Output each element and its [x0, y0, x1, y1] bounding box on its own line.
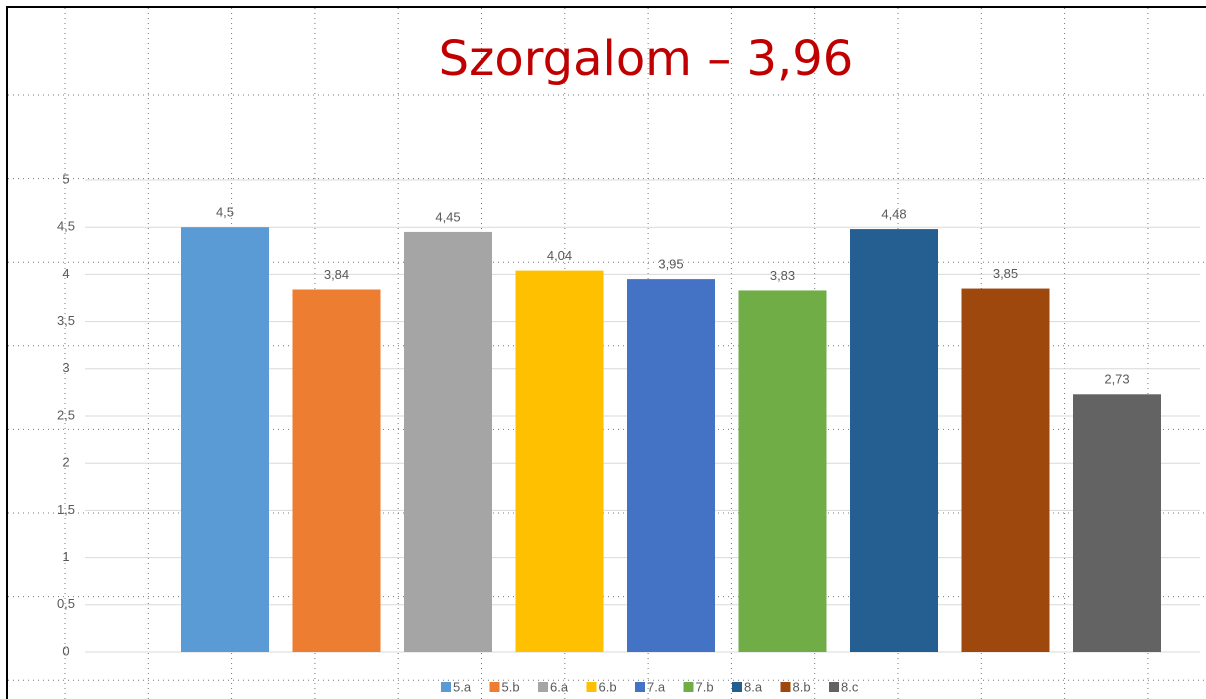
- legend-swatch: [780, 682, 791, 692]
- y-tick-label: 5: [62, 171, 69, 186]
- legend-swatch: [829, 682, 839, 692]
- y-tick-label: 0: [62, 643, 69, 658]
- legend-swatch: [441, 682, 451, 692]
- bar: [738, 290, 827, 652]
- data-label: 3,83: [770, 268, 795, 283]
- data-label: 4,45: [435, 209, 460, 224]
- y-tick-label: 3: [62, 360, 69, 375]
- legend-label: 6.b: [599, 679, 617, 694]
- legend-label: 5.b: [502, 679, 520, 694]
- bar: [181, 227, 269, 652]
- bar: [515, 270, 604, 652]
- legend-swatch: [732, 682, 742, 692]
- legend-label: 7.a: [647, 679, 666, 694]
- data-label: 3,95: [658, 257, 683, 272]
- legend-label: 8.a: [744, 679, 763, 694]
- data-label: 2,73: [1104, 372, 1129, 387]
- y-tick-label: 1: [62, 549, 69, 564]
- y-tick-label: 2,5: [57, 407, 75, 422]
- bar: [292, 289, 381, 652]
- legend-swatch: [635, 682, 645, 692]
- y-tick-label: 2: [62, 455, 69, 470]
- legend-label: 6.a: [550, 679, 569, 694]
- y-tick-label: 3,5: [57, 313, 75, 328]
- chart-title: Szorgalom – 3,96: [439, 31, 854, 87]
- data-label: 4,48: [881, 207, 906, 222]
- legend-swatch: [586, 682, 597, 692]
- bar: [850, 229, 938, 652]
- bar: [1073, 394, 1161, 652]
- legend-swatch: [683, 682, 694, 692]
- legend-label: 7.b: [696, 679, 714, 694]
- data-label: 4,04: [547, 248, 572, 263]
- y-tick-label: 4: [62, 266, 69, 281]
- bar: [404, 231, 492, 653]
- legend-swatch: [538, 682, 548, 692]
- bar: [961, 288, 1050, 652]
- data-label: 3,84: [324, 267, 349, 282]
- y-tick-label: 1,5: [57, 502, 75, 517]
- legend-swatch: [489, 682, 500, 692]
- legend-label: 8.b: [793, 679, 811, 694]
- legend-label: 5.a: [453, 679, 472, 694]
- legend-label: 8.c: [841, 679, 859, 694]
- y-tick-label: 0,5: [57, 596, 75, 611]
- bar: [627, 279, 715, 652]
- data-label: 4,5: [216, 205, 234, 220]
- y-tick-label: 4,5: [57, 219, 75, 234]
- data-label: 3,85: [993, 266, 1018, 281]
